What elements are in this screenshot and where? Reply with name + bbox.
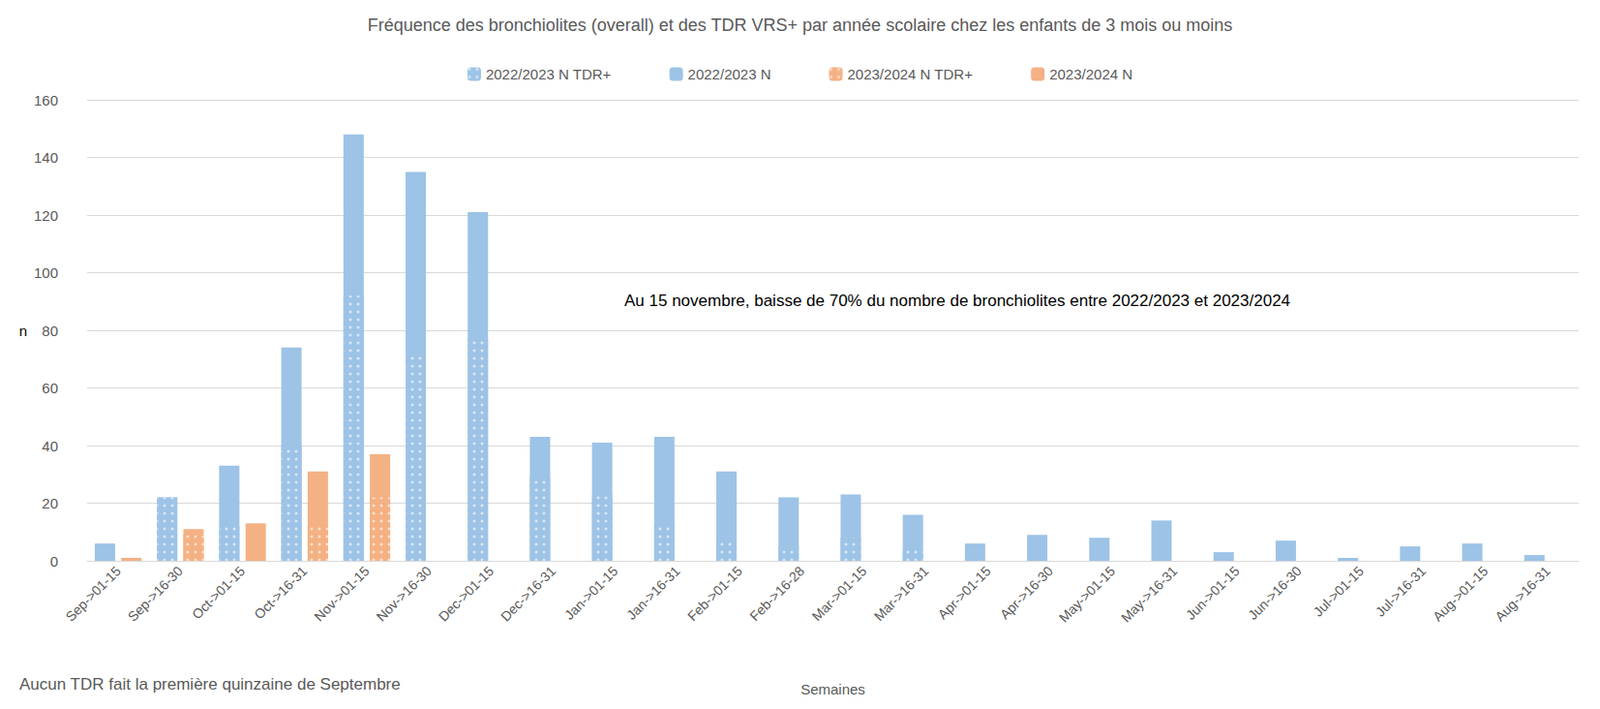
svg-text:60: 60 [41,379,59,396]
svg-text:Aug->16-31: Aug->16-31 [1491,562,1553,624]
svg-text:Feb->16-28: Feb->16-28 [746,562,808,624]
svg-text:Nov->16-30: Nov->16-30 [373,562,435,624]
svg-text:Dec->01-15: Dec->01-15 [435,562,497,624]
svg-text:Apr->01-15: Apr->01-15 [935,562,995,622]
svg-text:140: 140 [33,149,59,166]
svg-text:Jan->01-15: Jan->01-15 [561,562,622,623]
svg-text:Jun->16-30: Jun->16-30 [1244,562,1305,623]
svg-text:80: 80 [41,322,59,339]
svg-text:Feb->01-15: Feb->01-15 [684,562,746,624]
svg-text:Sep->01-15: Sep->01-15 [61,562,123,624]
svg-text:0: 0 [50,552,59,570]
svg-text:Mar->16-31: Mar->16-31 [871,562,933,624]
svg-text:Jul->01-15: Jul->01-15 [1310,562,1367,619]
svg-text:100: 100 [33,264,59,281]
svg-text:40: 40 [41,437,59,454]
svg-text:2022/2023 N TDR+: 2022/2023 N TDR+ [485,65,612,83]
svg-text:160: 160 [33,91,59,109]
svg-text:Apr->16-30: Apr->16-30 [996,562,1057,622]
svg-text:May->16-31: May->16-31 [1117,562,1181,626]
svg-text:May->01-15: May->01-15 [1056,562,1119,626]
svg-text:Jun->01-15: Jun->01-15 [1182,562,1243,623]
svg-text:Mar->01-15: Mar->01-15 [809,562,871,624]
svg-text:Nov->01-15: Nov->01-15 [310,562,372,624]
svg-text:Oct->16-31: Oct->16-31 [250,562,310,622]
svg-text:2023/2024 N TDR+: 2023/2024 N TDR+ [847,65,974,83]
svg-text:Oct->01-15: Oct->01-15 [188,562,248,622]
svg-text:Dec->16-31: Dec->16-31 [497,562,559,624]
svg-text:120: 120 [33,207,59,224]
svg-text:n: n [19,322,28,339]
svg-text:2022/2023 N: 2022/2023 N [688,65,772,83]
svg-text:20: 20 [41,494,59,512]
svg-text:Semaines: Semaines [800,680,866,697]
svg-text:Jan->16-31: Jan->16-31 [623,562,684,623]
svg-text:Aug->01-15: Aug->01-15 [1429,562,1491,624]
svg-text:Aucun TDR fait la première qui: Aucun TDR fait la première quinzaine de … [19,674,401,694]
svg-text:Fréquence des bronchiolites (o: Fréquence des bronchiolites (overall) et… [367,15,1234,35]
svg-text:Au 15 novembre, baisse de 70%: Au 15 novembre, baisse de 70% du nombre … [624,291,1291,310]
svg-text:Jul->16-31: Jul->16-31 [1372,562,1429,619]
svg-text:2023/2024 N: 2023/2024 N [1049,65,1133,83]
svg-text:Sep->16-30: Sep->16-30 [124,562,186,624]
